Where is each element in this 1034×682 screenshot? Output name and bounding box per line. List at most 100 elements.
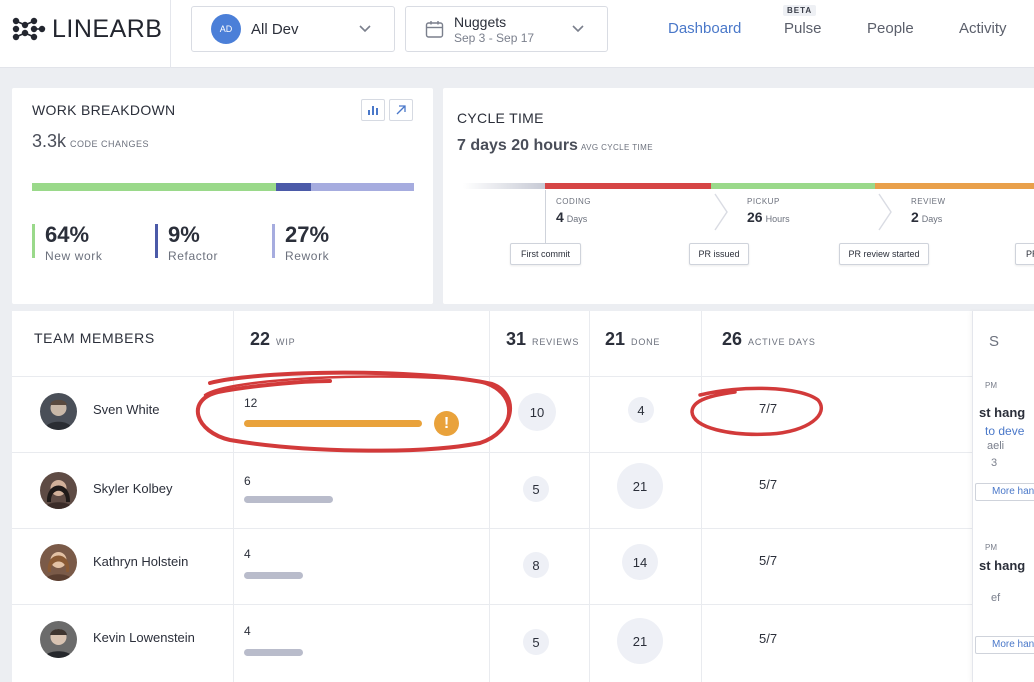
nav-pulse[interactable]: Pulse	[784, 20, 822, 37]
member-name[interactable]: Kevin Lowenstein	[93, 630, 195, 645]
wip-count: 6	[244, 474, 251, 488]
done-count[interactable]: 21	[617, 463, 663, 509]
active-days-header[interactable]: 26 ACTIVE DAYS	[722, 329, 816, 350]
code-changes-total: 3.3k CODE CHANGES	[32, 131, 149, 152]
nav-dashboard[interactable]: Dashboard	[668, 20, 742, 37]
phase-number: 4	[556, 209, 564, 225]
sprint-selector[interactable]: Nuggets Sep 3 - Sep 17	[405, 6, 608, 52]
phase-unit: Days	[566, 214, 588, 224]
team-selector-label: All Dev	[251, 20, 299, 38]
phase-unit: Hours	[765, 214, 790, 224]
beta-badge: BETA	[783, 5, 817, 16]
phase-value: 2 Days	[911, 209, 946, 225]
row-divider	[12, 528, 996, 529]
more-button[interactable]: More han	[975, 483, 1034, 501]
cycle-time-value: 7 days 20 hours	[457, 137, 578, 154]
marker-first-commit[interactable]: First commit	[510, 243, 581, 265]
expand-button[interactable]	[389, 99, 413, 121]
phase-pickup: PICKUP 26 Hours	[747, 197, 790, 225]
phase-unit: Days	[921, 214, 943, 224]
item-count: 3	[991, 457, 998, 469]
item-link[interactable]: to deve	[985, 424, 1025, 438]
column-divider	[589, 311, 590, 682]
reviews-count[interactable]: 5	[523, 629, 549, 655]
avatar[interactable]	[40, 472, 77, 509]
nav-people[interactable]: People	[867, 20, 914, 37]
row-divider	[12, 452, 996, 453]
avatar[interactable]	[40, 544, 77, 581]
avatar[interactable]	[40, 621, 77, 658]
marker-pr-review-started[interactable]: PR review started	[839, 243, 929, 265]
reviews-count[interactable]: 5	[523, 476, 549, 502]
done-count[interactable]: 21	[617, 618, 663, 664]
cycle-bar-review[interactable]	[875, 183, 1034, 189]
work-segment-refactor[interactable]	[276, 183, 311, 191]
more-button[interactable]: More han	[975, 636, 1034, 654]
stat-label: New work	[45, 249, 103, 263]
wip-bar[interactable]	[244, 496, 333, 503]
chart-view-button[interactable]	[361, 99, 385, 121]
cycle-bar-pickup[interactable]	[711, 183, 875, 189]
reviews-header[interactable]: 31 REVIEWS	[506, 329, 579, 350]
side-panel-header: S	[989, 333, 1000, 350]
marker-pr-issued[interactable]: PR issued	[689, 243, 749, 265]
stat-label: Refactor	[168, 249, 219, 263]
work-segment-rework[interactable]	[310, 183, 414, 191]
stat-pct: 27%	[285, 222, 330, 247]
logo[interactable]: LINEARB	[12, 14, 163, 43]
work-segment-new-work[interactable]	[32, 183, 277, 191]
item-title[interactable]: st hang	[979, 558, 1026, 573]
phase-chevron-icon	[714, 193, 728, 231]
item-title[interactable]: st hang	[979, 405, 1026, 420]
active-days-total: 26	[722, 329, 743, 349]
stat-label: Rework	[285, 249, 330, 263]
reviews-count[interactable]: 8	[523, 552, 549, 578]
cycle-time-total: 7 days 20 hours AVG CYCLE TIME	[457, 137, 653, 155]
work-breakdown-title: WORK BREAKDOWN	[32, 102, 176, 118]
member-name[interactable]: Sven White	[93, 402, 160, 417]
reviews-count[interactable]: 10	[518, 393, 556, 431]
column-divider	[701, 311, 702, 682]
avatar[interactable]	[40, 393, 77, 430]
warning-icon[interactable]: !	[434, 411, 459, 436]
row-divider	[12, 376, 996, 377]
wip-count: 4	[244, 624, 251, 638]
nav-activity[interactable]: Activity	[959, 20, 1007, 37]
wip-count: 4	[244, 547, 251, 561]
team-members-table: TEAM MEMBERS 22 WIP 31 REVIEWS 21 DONE 26 AC…	[12, 311, 996, 682]
calendar-icon	[425, 20, 444, 38]
done-count[interactable]: 14	[622, 544, 658, 580]
active-days-value: 5/7	[759, 477, 778, 492]
active-days-value: 5/7	[759, 631, 778, 646]
item-time: PM	[985, 543, 997, 552]
phase-name: PICKUP	[747, 197, 780, 206]
stat-rework: 27% Rework	[272, 222, 330, 263]
chevron-down-icon	[359, 25, 371, 33]
row-divider	[12, 604, 996, 605]
code-changes-value: 3.3k	[32, 131, 67, 151]
wip-bar[interactable]	[244, 572, 303, 579]
done-count[interactable]: 4	[628, 397, 654, 423]
cycle-time-card: CYCLE TIME 7 days 20 hours AVG CYCLE TIME…	[443, 88, 1034, 304]
marker-pr-merged[interactable]: PR	[1015, 243, 1034, 265]
reviews-total: 31	[506, 329, 527, 349]
team-selector[interactable]: AD All Dev	[191, 6, 395, 52]
work-breakdown-card: WORK BREAKDOWN 3.3k CODE CHANGES 64% New …	[12, 88, 433, 304]
phase-name: CODING	[556, 197, 591, 206]
reviews-label: REVIEWS	[532, 337, 580, 347]
wip-header[interactable]: 22 WIP	[250, 329, 295, 350]
phase-number: 2	[911, 209, 919, 225]
header-divider	[170, 0, 171, 68]
code-changes-label: CODE CHANGES	[70, 139, 150, 149]
stat-pct: 9%	[168, 222, 200, 247]
item-time: PM	[985, 381, 997, 390]
cycle-bar-coding[interactable]	[545, 183, 711, 189]
done-header[interactable]: 21 DONE	[605, 329, 660, 350]
marker-stem	[545, 190, 546, 243]
logo-text: LINEARB	[52, 14, 163, 43]
member-name[interactable]: Kathryn Holstein	[93, 554, 189, 569]
wip-bar[interactable]	[244, 649, 303, 656]
wip-bar[interactable]	[244, 420, 422, 427]
member-name[interactable]: Skyler Kolbey	[93, 481, 173, 496]
wip-label: WIP	[276, 337, 296, 347]
